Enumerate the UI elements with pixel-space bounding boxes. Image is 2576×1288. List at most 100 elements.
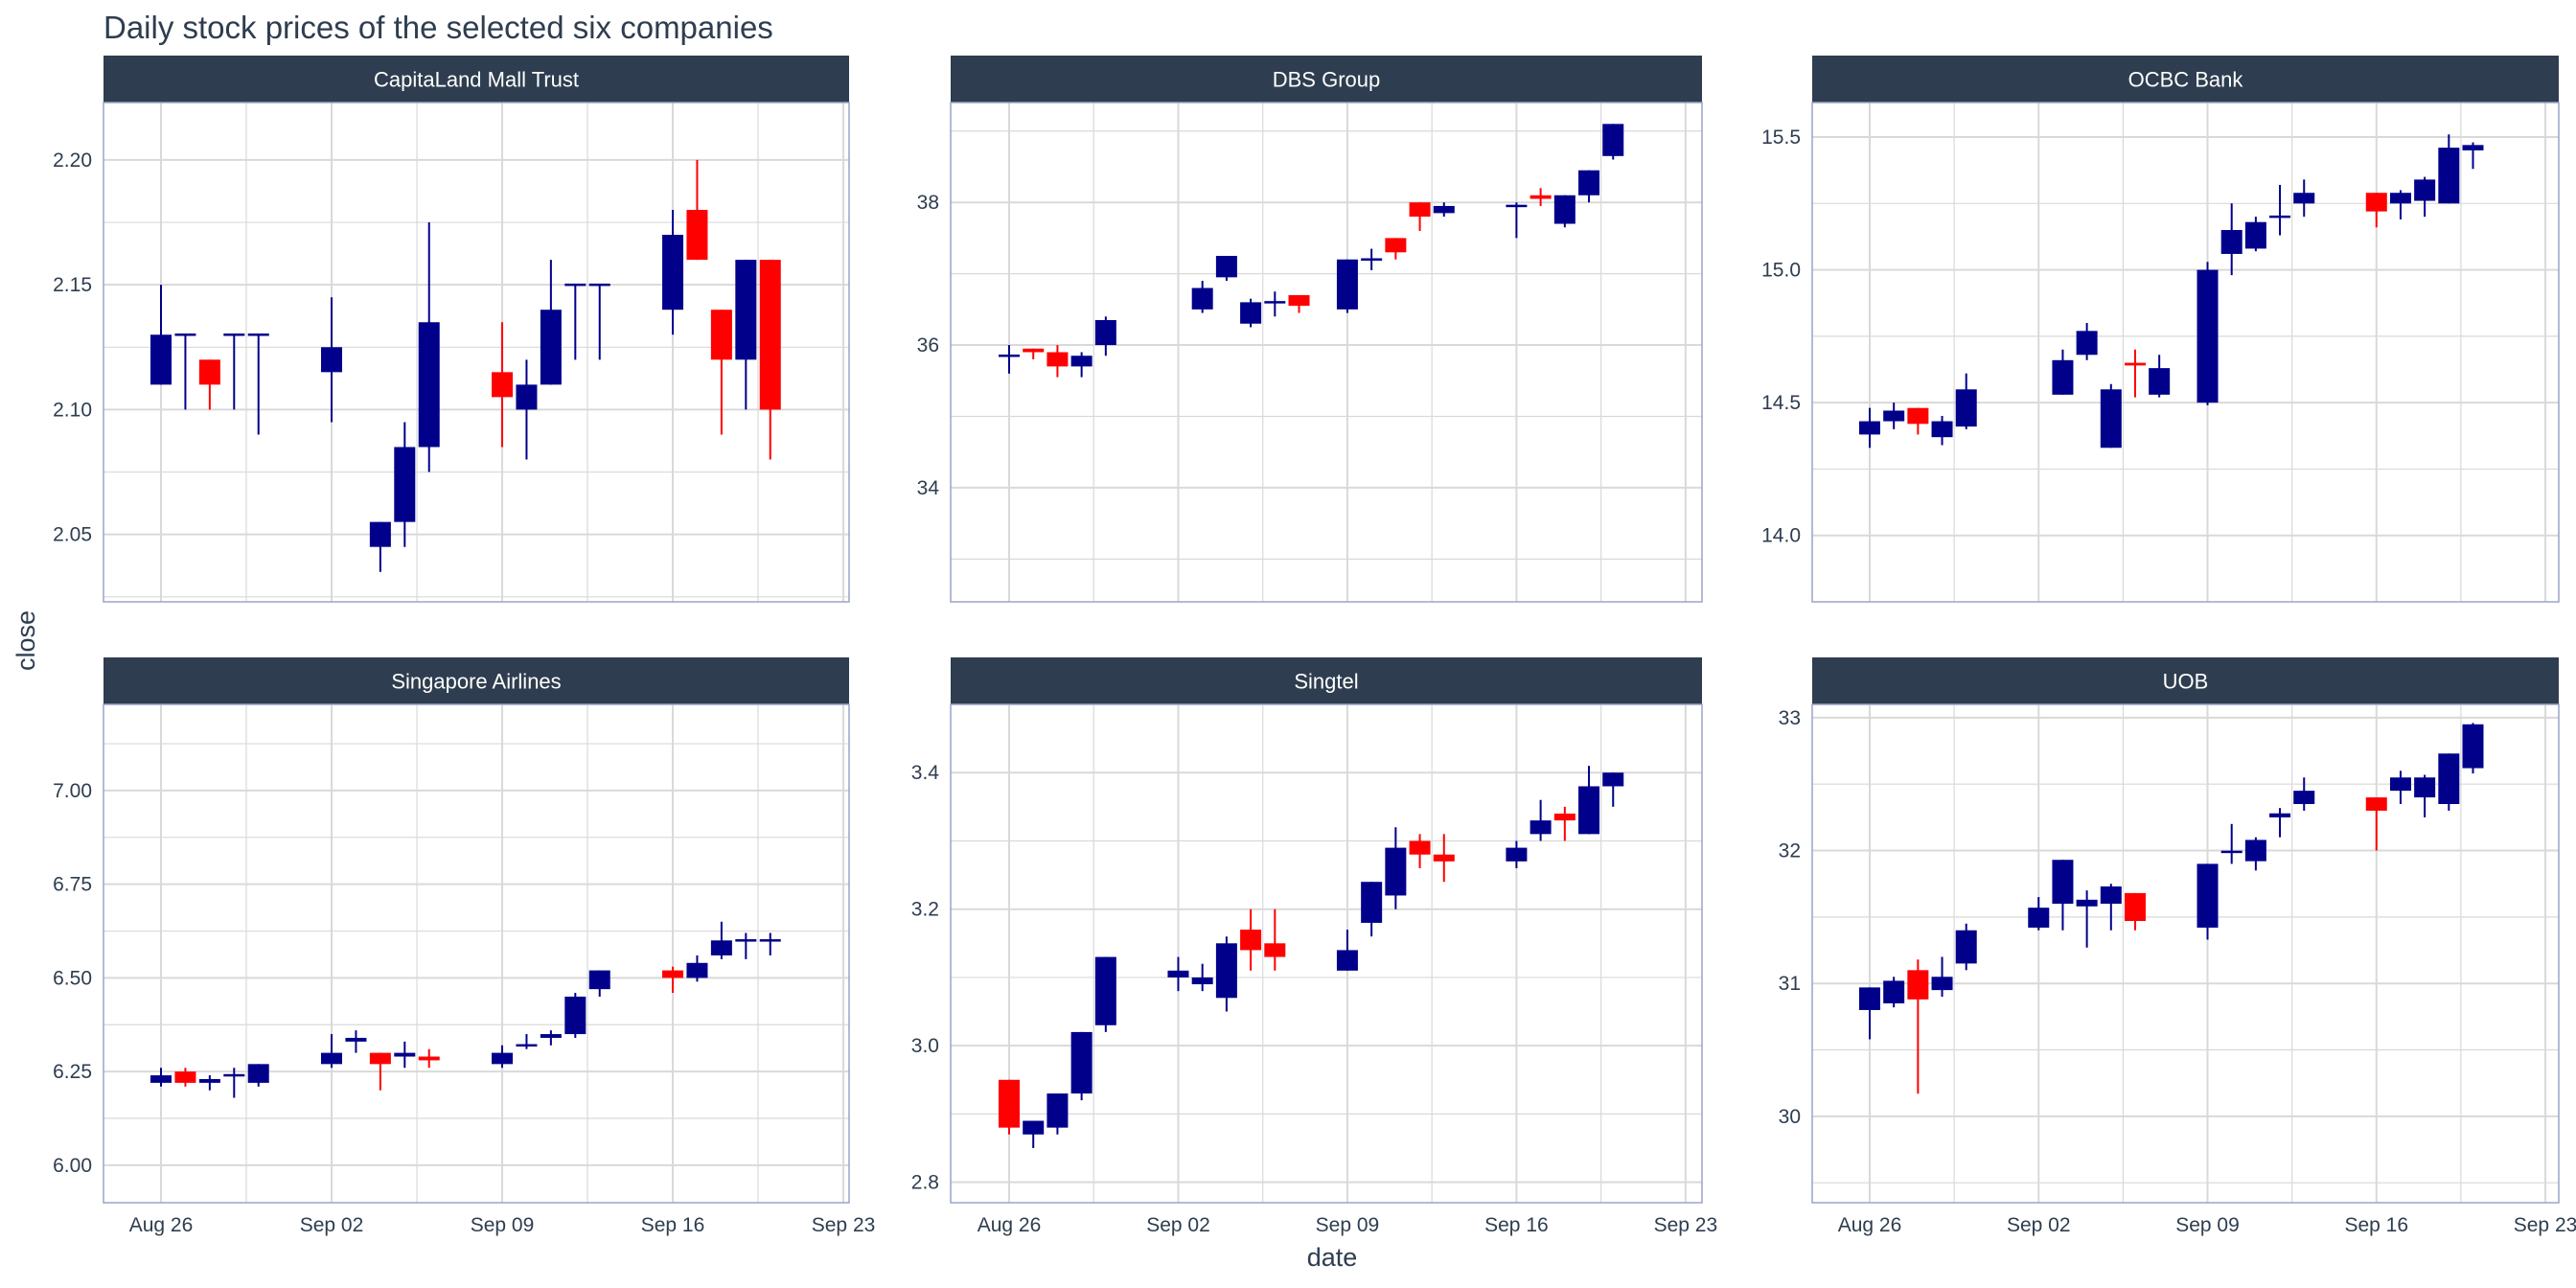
candle-body (1336, 259, 1358, 310)
candle-body (1191, 977, 1213, 985)
candle (1907, 407, 1929, 435)
candle (1955, 923, 1977, 971)
candle-body (1883, 980, 1905, 1003)
candle (1553, 806, 1576, 841)
candle (2269, 808, 2291, 838)
strip-label: OCBC Bank (2128, 68, 2244, 92)
y-tick-label: 34 (917, 477, 940, 499)
y-tick-label: 32 (1779, 840, 1801, 862)
y-tick-label: 3.0 (911, 1035, 939, 1057)
candle-body (2244, 840, 2266, 862)
candle-body (2076, 899, 2098, 907)
y-tick-label: 15.5 (1761, 126, 1801, 149)
candle (2100, 884, 2122, 931)
candle-body (1240, 302, 1262, 324)
candle-body (1530, 195, 1552, 199)
candle-body (223, 1073, 245, 1077)
candle (1506, 202, 1528, 239)
candle (1409, 834, 1431, 868)
y-tick-label: 2.8 (911, 1172, 939, 1194)
candle-body (2462, 724, 2484, 769)
y-tick-label: 6.75 (53, 874, 92, 896)
candle-body (247, 334, 269, 336)
x-tick-label: Sep 16 (2344, 1214, 2408, 1236)
candle-body (588, 970, 610, 990)
candle-body (2100, 389, 2122, 448)
candle-body (2438, 753, 2460, 804)
candle-body (321, 1052, 343, 1065)
candle-body (1094, 956, 1116, 1025)
candle-body (1167, 970, 1189, 978)
candle (1433, 834, 1455, 883)
candle (735, 932, 757, 959)
candle (369, 1052, 391, 1091)
candle (418, 1048, 440, 1069)
y-tick-label: 6.00 (53, 1155, 92, 1177)
x-tick-label: Sep 02 (1146, 1214, 1210, 1236)
candle-body (2389, 777, 2411, 792)
candle-body (247, 1064, 269, 1083)
y-tick-label: 6.25 (53, 1061, 92, 1083)
candle-body (2124, 892, 2146, 922)
candle (2269, 184, 2291, 236)
candle-body (1883, 410, 1905, 422)
candle-body (735, 260, 757, 360)
candle (345, 1030, 367, 1053)
candle-body (198, 1078, 220, 1083)
candle-body (2389, 193, 2411, 204)
y-tick-label: 38 (917, 192, 939, 214)
y-tick-label: 30 (1779, 1106, 1801, 1128)
candle (2220, 203, 2242, 276)
candle (150, 1068, 172, 1087)
x-tick-label: Sep 02 (300, 1214, 364, 1236)
candle-body (1361, 258, 1383, 261)
candle (2124, 892, 2146, 931)
candle-body (2220, 850, 2242, 854)
candle-body (1553, 195, 1576, 224)
candle (588, 970, 610, 997)
x-tick-label: Sep 09 (471, 1214, 535, 1236)
strip-background (1812, 657, 2559, 704)
candle (1046, 345, 1069, 378)
candle (1094, 956, 1116, 1032)
candle-body (1094, 320, 1116, 346)
candle-body (1023, 1120, 1045, 1135)
candle-body (2414, 777, 2436, 798)
candle (1955, 373, 1977, 429)
candle-body (1859, 421, 1880, 435)
candle (540, 1030, 562, 1046)
candle-body (345, 1037, 367, 1042)
panel-singtel: Singtel 2.8 3.0 3.2 3.4 Aug 26 Sep 02 Sep 09 Sep… (911, 657, 1717, 1236)
candle (2414, 774, 2436, 817)
candle-body (2196, 863, 2219, 928)
y-tick-label: 15.0 (1761, 260, 1801, 282)
candle (710, 310, 732, 435)
candle (1530, 799, 1552, 841)
candle (1931, 416, 1953, 446)
y-tick-label: 14.0 (1761, 525, 1801, 547)
candle-body (759, 939, 781, 942)
candle (2028, 897, 2050, 931)
candle-body (1409, 202, 1431, 218)
candle-body (1361, 882, 1383, 923)
candle-body (564, 283, 586, 287)
candle-body (369, 521, 391, 547)
candle (2100, 383, 2122, 448)
candle-body (492, 1052, 514, 1065)
candle (1215, 256, 1237, 282)
candle (1288, 294, 1310, 313)
candle (1409, 202, 1431, 231)
candle-body (516, 384, 538, 410)
candle-body (662, 235, 684, 310)
y-tick-label: 6.50 (53, 967, 92, 989)
candle (1506, 840, 1528, 868)
candle-body (759, 260, 781, 410)
candle-body (2269, 215, 2291, 218)
candle-body (1553, 813, 1576, 821)
candle-body (1046, 1093, 1069, 1128)
candle-body (710, 310, 732, 360)
candle-body (1602, 772, 1624, 787)
candle (1530, 188, 1552, 206)
candle-body (1433, 854, 1455, 862)
